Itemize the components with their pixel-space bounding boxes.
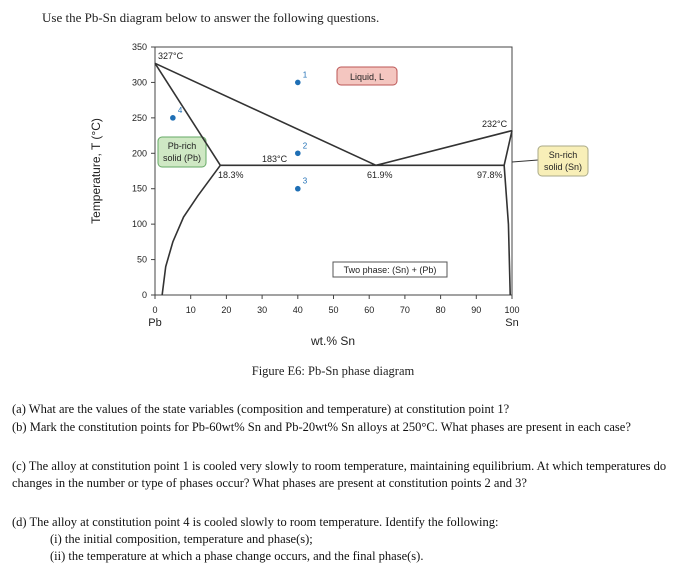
label-box bbox=[157, 136, 207, 168]
region-label: solid (Sn) bbox=[544, 162, 582, 172]
x-tick-label: 80 bbox=[436, 305, 446, 315]
annotation: 97.8% bbox=[477, 170, 503, 180]
label-box bbox=[336, 66, 398, 86]
x-tick-label: 50 bbox=[328, 305, 338, 315]
constitution-point bbox=[295, 185, 301, 192]
x-tick-label: 10 bbox=[186, 305, 196, 315]
x-tick-label: 90 bbox=[471, 305, 481, 315]
x-end-label: Sn bbox=[505, 317, 518, 329]
y-tick-label: 350 bbox=[132, 42, 147, 52]
y-tick-label: 100 bbox=[132, 219, 147, 229]
question-text: (b) Mark the constitution points for Pb-… bbox=[12, 420, 631, 434]
point-label: 2 bbox=[303, 141, 308, 150]
y-tick-label: 0 bbox=[142, 290, 147, 300]
phase-boundary bbox=[154, 62, 222, 166]
point-label: 3 bbox=[303, 177, 308, 186]
point-label: 1 bbox=[303, 70, 308, 79]
question: (b) Mark the constitution points for Pb-… bbox=[12, 419, 684, 436]
question-text: (a) What are the values of the state var… bbox=[12, 402, 510, 416]
annotation: 327°C bbox=[158, 51, 184, 61]
region-label: Liquid, L bbox=[350, 72, 384, 82]
question: (a) What are the values of the state var… bbox=[12, 401, 684, 418]
x-tick-label: 40 bbox=[293, 305, 303, 315]
region-label: solid (Pb) bbox=[163, 153, 201, 163]
x-axis-label: wt.% Sn bbox=[310, 334, 355, 348]
constitution-point bbox=[295, 150, 301, 157]
y-tick-label: 150 bbox=[132, 184, 147, 194]
region-label: Pb-rich bbox=[168, 141, 197, 151]
phase-boundary bbox=[161, 164, 221, 296]
x-end-label: Pb bbox=[148, 317, 161, 329]
sub-question: (ii) the temperature at which a phase ch… bbox=[50, 549, 424, 563]
sub-question: (i) the initial composition, temperature… bbox=[50, 532, 313, 546]
phase-boundary bbox=[154, 62, 513, 167]
annotation: 18.3% bbox=[218, 170, 244, 180]
y-tick-label: 200 bbox=[132, 148, 147, 158]
label-box bbox=[332, 261, 448, 278]
region-label: Sn-rich bbox=[549, 150, 578, 160]
plot-frame bbox=[154, 46, 513, 296]
leader-line bbox=[511, 159, 539, 163]
point-label: 4 bbox=[178, 106, 183, 115]
figure: Use the Pb-Sn diagram below to answer th… bbox=[42, 10, 589, 378]
region-label: Two phase: (Sn) + (Pb) bbox=[344, 265, 437, 275]
intro: Use the Pb-Sn diagram below to answer th… bbox=[42, 10, 379, 25]
annotation: 232°C bbox=[482, 119, 508, 129]
phase-boundary bbox=[503, 130, 513, 296]
x-tick-label: 70 bbox=[400, 305, 410, 315]
x-tick-label: 20 bbox=[221, 305, 231, 315]
y-tick-label: 300 bbox=[132, 77, 147, 87]
y-tick-label: 250 bbox=[132, 113, 147, 123]
annotation: 183°C bbox=[262, 154, 288, 164]
x-tick-label: 100 bbox=[504, 305, 519, 315]
label-box bbox=[537, 145, 589, 177]
x-tick-label: 60 bbox=[364, 305, 374, 315]
constitution-point bbox=[295, 79, 301, 86]
y-tick-label: 50 bbox=[137, 255, 147, 265]
y-axis-label: Temperature, T (°C) bbox=[89, 118, 103, 224]
x-tick-label: 0 bbox=[152, 305, 157, 315]
x-tick-label: 30 bbox=[257, 305, 267, 315]
question-text: (c) The alloy at constitution point 1 is… bbox=[12, 459, 667, 490]
annotation: 61.9% bbox=[367, 170, 393, 180]
question: (d) The alloy at constitution point 4 is… bbox=[12, 514, 684, 565]
constitution-point bbox=[170, 115, 176, 121]
question: (c) The alloy at constitution point 1 is… bbox=[12, 458, 684, 492]
caption: Figure E6: Pb-Sn phase diagram bbox=[252, 364, 415, 378]
question-text: (d) The alloy at constitution point 4 is… bbox=[12, 515, 499, 529]
